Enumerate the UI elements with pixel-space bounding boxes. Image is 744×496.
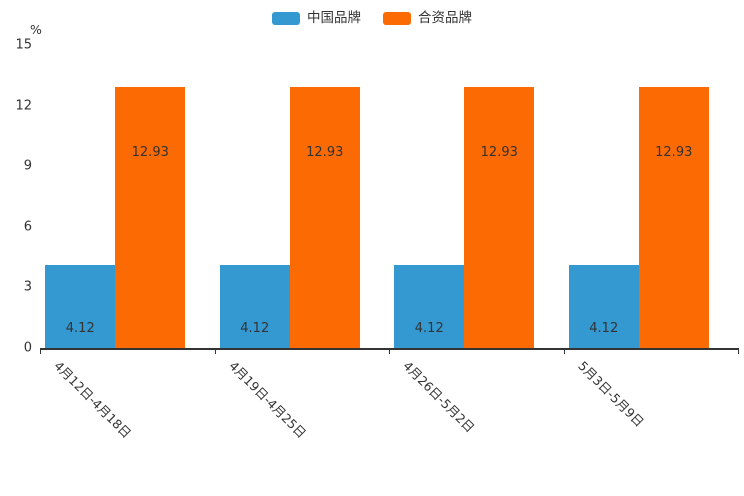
bar-value-label: 12.93 bbox=[306, 145, 344, 160]
chart-legend: 中国品牌 合资品牌 bbox=[0, 10, 744, 26]
y-axis-tick-label: 6 bbox=[23, 219, 32, 235]
bar-china-brand[interactable]: 4.12 bbox=[394, 264, 465, 348]
bar-value-label: 12.93 bbox=[131, 145, 169, 160]
bar-value-label: 4.12 bbox=[589, 321, 619, 336]
x-axis-tick bbox=[738, 348, 740, 354]
bar-joint-venture-brand[interactable]: 12.93 bbox=[464, 86, 535, 348]
legend-swatch-icon-china-brand bbox=[272, 12, 300, 26]
bar-joint-venture-brand[interactable]: 12.93 bbox=[638, 86, 709, 348]
plot-area: 0 3 6 9 12 15 4.12 12.93 4.12 12.93 4.12 12.93 4.12 1… bbox=[15, 38, 738, 356]
bar-value-label: 4.12 bbox=[414, 321, 444, 336]
bar-value-label: 12.93 bbox=[655, 145, 693, 160]
bar-china-brand[interactable]: 4.12 bbox=[568, 264, 639, 348]
y-axis-tick-label: 15 bbox=[15, 37, 32, 53]
x-axis-tick bbox=[563, 348, 565, 354]
x-axis-category-label: 5月3日-5月9日 bbox=[574, 358, 647, 430]
legend-swatch-icon-joint-venture-brand bbox=[383, 12, 411, 26]
y-axis-tick-label: 12 bbox=[15, 98, 32, 114]
x-axis-tick bbox=[40, 348, 42, 354]
x-axis-tick bbox=[389, 348, 391, 354]
legend-item-joint-venture-brand[interactable]: 合资品牌 bbox=[383, 10, 472, 26]
bar-value-label: 12.93 bbox=[480, 145, 518, 160]
bar-china-brand[interactable]: 4.12 bbox=[219, 264, 290, 348]
y-axis-tick-label: 3 bbox=[23, 279, 32, 295]
x-axis-category-label: 4月26日-5月2日 bbox=[400, 358, 478, 436]
legend-item-china-brand[interactable]: 中国品牌 bbox=[272, 10, 361, 26]
bar-value-label: 4.12 bbox=[240, 321, 270, 336]
bar-china-brand[interactable]: 4.12 bbox=[45, 264, 116, 348]
x-axis-tick bbox=[214, 348, 216, 354]
bar-joint-venture-brand[interactable]: 12.93 bbox=[289, 86, 360, 348]
x-axis-category-label: 4月12日-4月18日 bbox=[51, 358, 135, 442]
bar-joint-venture-brand[interactable]: 12.93 bbox=[115, 86, 186, 348]
y-axis-unit-label: % bbox=[30, 22, 42, 37]
legend-label-joint-venture-brand: 合资品牌 bbox=[418, 10, 472, 26]
bar-value-label: 4.12 bbox=[65, 321, 95, 336]
y-axis-tick-label: 0 bbox=[23, 340, 32, 356]
y-axis-tick-label: 9 bbox=[23, 158, 32, 174]
x-axis-category-label: 4月19日-4月25日 bbox=[225, 358, 309, 442]
legend-label-china-brand: 中国品牌 bbox=[307, 10, 361, 26]
